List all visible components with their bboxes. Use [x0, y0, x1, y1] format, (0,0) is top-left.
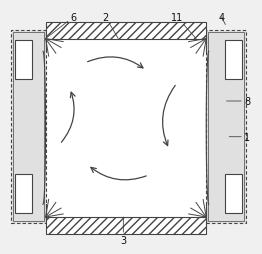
Text: 1: 1 [229, 132, 250, 142]
Bar [46, 23, 206, 39]
Text: 8: 8 [227, 97, 250, 107]
Bar [46, 39, 206, 217]
Bar [225, 174, 242, 213]
Bar [206, 30, 246, 224]
Text: 11: 11 [171, 13, 196, 39]
Bar [225, 41, 242, 80]
Text: 4: 4 [219, 13, 225, 25]
Bar [15, 41, 31, 80]
Bar [208, 33, 244, 221]
Bar [13, 33, 43, 221]
Text: 6: 6 [46, 13, 77, 39]
Text: 2: 2 [102, 13, 118, 39]
Bar [11, 30, 46, 224]
Bar [15, 174, 31, 213]
Bar [46, 217, 206, 234]
Text: 3: 3 [120, 217, 126, 245]
